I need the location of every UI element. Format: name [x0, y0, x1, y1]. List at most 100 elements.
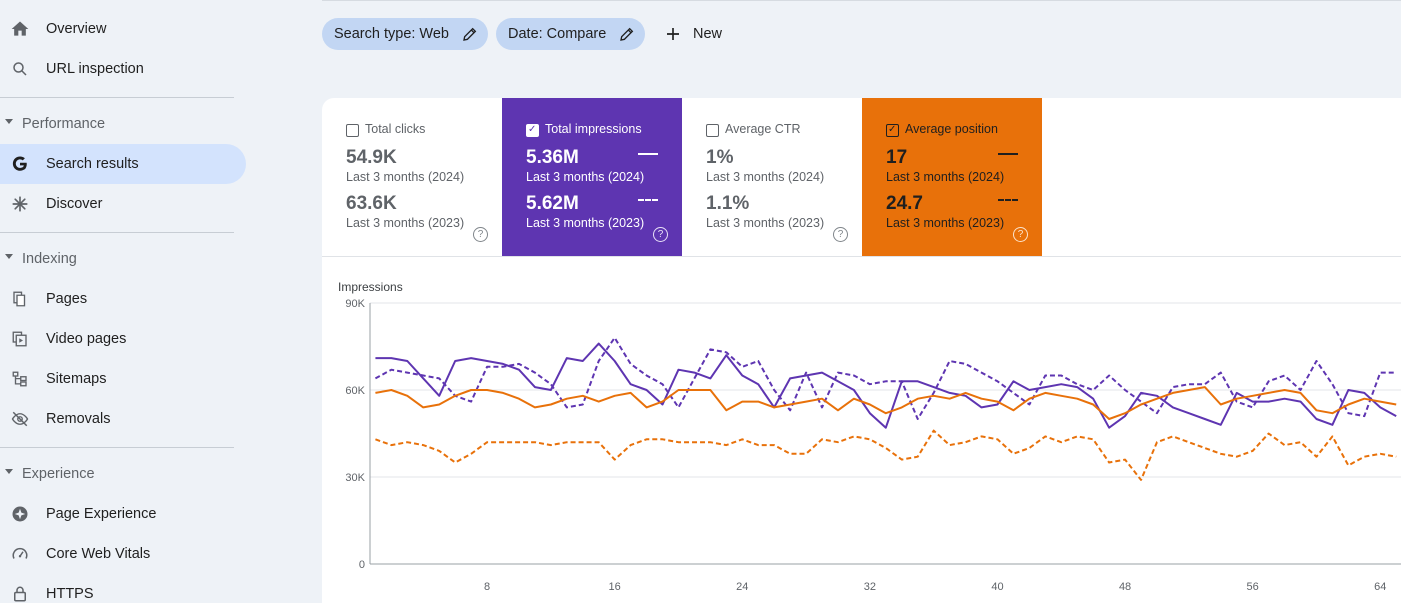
sidebar-item-removals[interactable]: Removals: [0, 399, 246, 439]
sidebar-item-page-experience[interactable]: Page Experience: [0, 494, 246, 534]
page-experience-icon: [10, 504, 30, 524]
metric-title: Total clicks: [365, 122, 426, 136]
search-icon: [10, 59, 30, 79]
section-label: Indexing: [22, 251, 77, 267]
dashed-line-legend-icon: [638, 199, 658, 201]
sidebar-item-label: Overview: [46, 21, 107, 37]
speedometer-icon: [10, 544, 30, 564]
new-filter-button[interactable]: New: [664, 22, 722, 46]
pencil-icon[interactable]: [462, 26, 478, 42]
sidebar-item-label: HTTPS: [46, 586, 94, 602]
metric-value-current: 1%: [706, 147, 734, 168]
sidebar-item-label: Pages: [46, 291, 88, 307]
metric-value-current: 54.9K: [346, 147, 397, 168]
section-performance[interactable]: Performance: [0, 109, 234, 139]
sidebar-item-search-results[interactable]: Search results: [0, 144, 246, 184]
sidebar-divider: [0, 447, 234, 448]
sidebar-item-sitemaps[interactable]: Sitemaps: [0, 359, 246, 399]
asterisk-icon: [10, 194, 30, 214]
x-tick-label: 56: [1247, 581, 1259, 593]
help-icon[interactable]: ?: [1013, 227, 1028, 242]
metric-card-average-position[interactable]: ✓ Average position 17 Last 3 months (202…: [862, 98, 1042, 256]
metric-card-total-impressions[interactable]: ✓ Total impressions 5.36M Last 3 months …: [502, 98, 682, 256]
y-axis-label: Impressions: [338, 280, 403, 294]
metric-checkbox[interactable]: [706, 124, 719, 137]
x-tick-label: 40: [991, 581, 1003, 593]
sidebar-item-video-pages[interactable]: Video pages: [0, 319, 246, 359]
x-tick-label: 48: [1119, 581, 1131, 593]
x-tick-label: 24: [736, 581, 748, 593]
check-icon: ✓: [888, 124, 897, 135]
sidebar-item-label: Core Web Vitals: [46, 546, 151, 562]
chip-label: Date: Compare: [508, 26, 607, 42]
metric-title: Total impressions: [545, 122, 642, 136]
metric-value-current: 17: [886, 147, 908, 168]
new-label: New: [693, 26, 723, 42]
sidebar-item-url-inspection[interactable]: URL inspection: [0, 49, 246, 89]
series-line-3: [375, 429, 1397, 481]
series-line-2: [375, 386, 1397, 420]
x-tick-label: 16: [609, 581, 621, 593]
sidebar-item-label: Search results: [46, 156, 139, 172]
sidebar-item-pages[interactable]: Pages: [0, 279, 246, 319]
solid-line-legend-icon: [638, 153, 658, 155]
series-line-1: [374, 336, 1397, 420]
sidebar-item-https[interactable]: HTTPS: [0, 574, 246, 603]
plus-icon: [667, 28, 679, 40]
collapse-triangle-icon: [5, 254, 13, 259]
metric-value-previous: 5.62M: [526, 193, 579, 214]
performance-panel: Total clicks 54.9K Last 3 months (2024) …: [322, 98, 1401, 603]
cards-divider: [322, 256, 1401, 257]
metric-value-current: 5.36M: [526, 147, 579, 168]
metric-checkbox[interactable]: [346, 124, 359, 137]
visibility-off-icon: [10, 409, 30, 429]
metric-title: Average CTR: [725, 122, 801, 136]
metric-value-previous: 1.1%: [706, 193, 750, 214]
pages-icon: [10, 289, 30, 309]
section-experience[interactable]: Experience: [0, 459, 234, 489]
x-tick-label: 64: [1374, 581, 1386, 593]
sidebar-item-overview[interactable]: Overview: [0, 9, 246, 49]
metric-checkbox[interactable]: ✓: [886, 124, 899, 137]
y-tick-label: 90K: [345, 298, 365, 310]
help-icon[interactable]: ?: [833, 227, 848, 242]
section-label: Experience: [22, 466, 95, 482]
help-icon[interactable]: ?: [473, 227, 488, 242]
section-label: Performance: [22, 116, 106, 132]
video-pages-icon: [10, 329, 30, 349]
y-tick-label: 30K: [345, 472, 365, 484]
metric-card-total-clicks[interactable]: Total clicks 54.9K Last 3 months (2024) …: [322, 98, 502, 256]
metric-checkbox[interactable]: ✓: [526, 124, 539, 137]
lock-icon: [10, 584, 30, 603]
solid-line-legend-icon: [998, 153, 1018, 155]
metric-period-previous: Last 3 months (2023): [526, 216, 645, 230]
sidebar-item-core-web-vitals[interactable]: Core Web Vitals: [0, 534, 246, 574]
metric-period-current: Last 3 months (2024): [346, 170, 465, 184]
filter-chip-date[interactable]: Date: Compare: [496, 18, 645, 50]
sidebar-item-discover[interactable]: Discover: [0, 184, 246, 224]
dashed-line-legend-icon: [998, 199, 1018, 201]
sitemap-icon: [10, 369, 30, 389]
metric-period-previous: Last 3 months (2023): [886, 216, 1005, 230]
collapse-triangle-icon: [5, 119, 13, 124]
header-divider: [322, 0, 1401, 1]
google-g-icon: [10, 154, 30, 174]
sidebar-item-label: Discover: [46, 196, 103, 212]
x-tick-label: 8: [484, 581, 490, 593]
sidebar: Overview URL inspection Performance Sear…: [0, 0, 246, 603]
section-indexing[interactable]: Indexing: [0, 244, 234, 274]
sidebar-item-label: Page Experience: [46, 506, 157, 522]
filter-chip-search-type[interactable]: Search type: Web: [322, 18, 488, 50]
impressions-chart[interactable]: Impressions 90K 60K 30K 0 8 16 24 32 40 48 56 64: [322, 270, 1401, 603]
y-tick-label: 0: [359, 559, 365, 571]
metric-title: Average position: [905, 122, 998, 136]
check-icon: ✓: [528, 124, 537, 135]
pencil-icon[interactable]: [619, 26, 635, 42]
metric-card-average-ctr[interactable]: Average CTR 1% Last 3 months (2024) 1.1%…: [682, 98, 862, 256]
help-icon[interactable]: ?: [653, 227, 668, 242]
sidebar-item-label: Sitemaps: [46, 371, 107, 387]
sidebar-item-label: Removals: [46, 411, 111, 427]
x-tick-label: 32: [864, 581, 876, 593]
metric-value-previous: 24.7: [886, 193, 923, 214]
sidebar-divider: [0, 232, 234, 233]
